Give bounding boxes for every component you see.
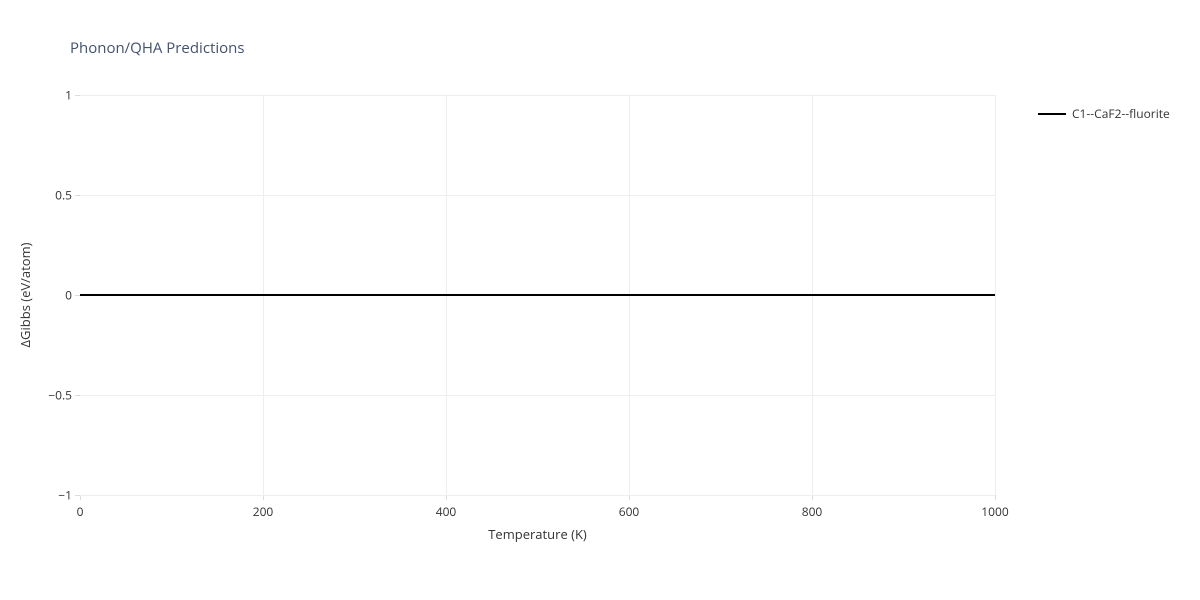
legend: C1--CaF2--fluorite [1038, 105, 1170, 122]
gridline-horizontal [80, 395, 995, 396]
legend-item[interactable]: C1--CaF2--fluorite [1038, 105, 1170, 122]
y-tick-label: −1 [48, 487, 72, 504]
x-tick-label: 200 [253, 503, 274, 520]
y-tick-mark [75, 195, 80, 196]
series-line [80, 294, 995, 296]
y-tick-mark [75, 95, 80, 96]
gridline-horizontal [80, 95, 995, 96]
x-tick-label: 0 [77, 503, 84, 520]
y-tick-label: 1 [48, 87, 72, 104]
x-axis-label: Temperature (K) [488, 525, 587, 543]
gridline-horizontal [80, 495, 995, 496]
y-axis-label: ΔGibbs (eV/atom) [16, 243, 34, 348]
y-tick-label: 0.5 [48, 187, 72, 204]
x-tick-mark [995, 495, 996, 500]
y-tick-label: 0 [48, 287, 72, 304]
legend-swatch [1038, 113, 1066, 115]
x-tick-label: 800 [802, 503, 823, 520]
legend-label: C1--CaF2--fluorite [1072, 105, 1170, 122]
x-tick-label: 1000 [981, 503, 1008, 520]
chart-title: Phonon/QHA Predictions [70, 38, 245, 58]
y-tick-mark [75, 495, 80, 496]
y-tick-mark [75, 395, 80, 396]
y-tick-label: −0.5 [48, 387, 72, 404]
x-tick-label: 400 [436, 503, 457, 520]
gridline-horizontal [80, 195, 995, 196]
gridline-vertical [995, 95, 996, 495]
x-tick-label: 600 [619, 503, 640, 520]
